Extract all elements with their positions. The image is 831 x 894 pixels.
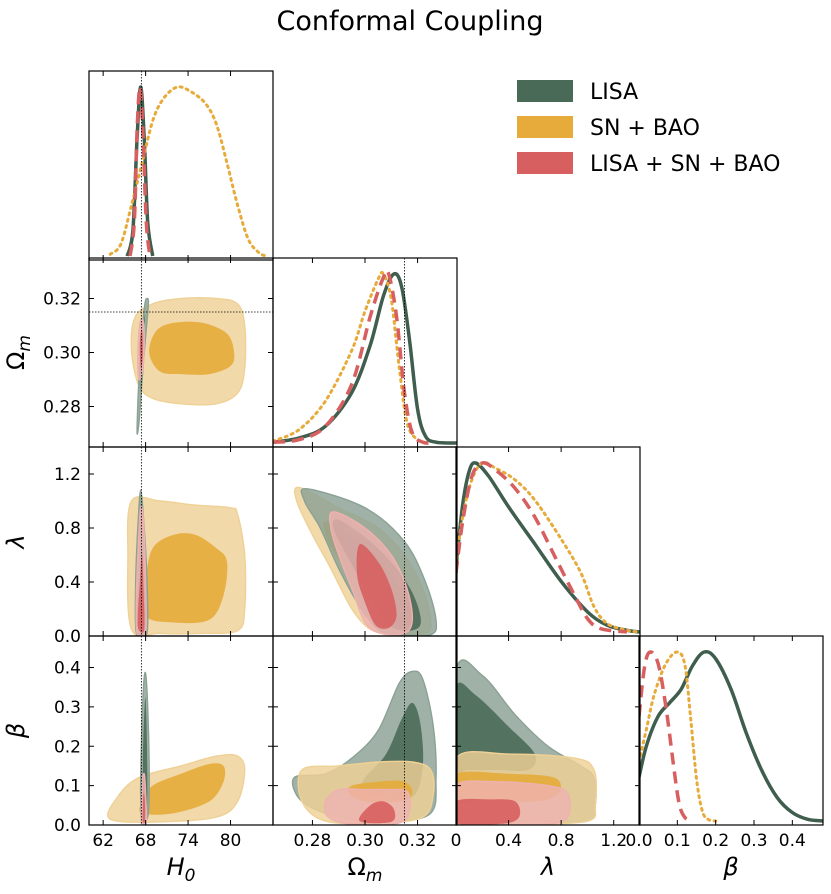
y-axis-label-lam: λ (2, 534, 30, 550)
y-tick-label-Om: 0.32 (43, 290, 81, 310)
legend: LISA SN + BAO LISA + SN + BAO (517, 80, 781, 177)
y-tick-label-lam: 0.8 (54, 519, 81, 539)
y-tick-label-beta: 0.4 (54, 659, 81, 679)
y-axis-label-Om: Ωm (2, 335, 35, 370)
marginal-beta (639, 649, 823, 823)
y-tick-label-beta: 0.0 (54, 816, 81, 836)
legend-swatch (517, 152, 573, 174)
marginal-line-Om-sn-bao (273, 270, 433, 445)
chart-title: Conformal Coupling (277, 6, 544, 37)
marginal-line-lam-sn-bao (456, 461, 640, 634)
contour-inner (143, 533, 228, 624)
y-tick-label-beta: 0.3 (54, 698, 81, 718)
x-tick-label-Om: 0.30 (346, 831, 384, 851)
contour-inner (149, 321, 235, 375)
contour-H0-lam-3 (126, 496, 247, 636)
contour-inner (358, 801, 396, 824)
marginal-line-lam-lisa-sn-bao (456, 461, 628, 634)
y-tick-label-lam: 0.0 (54, 627, 81, 647)
panel-frame-0-0 (88, 70, 274, 261)
contour-H0-beta-6 (107, 753, 246, 823)
x-tick-label-beta: 0.3 (740, 831, 767, 851)
x-tick-label-beta: 0.0 (625, 831, 652, 851)
marginal-H0 (108, 85, 268, 258)
x-axis-label-H0: H0 (167, 853, 196, 886)
contour-inner (456, 798, 521, 825)
marginal-line-H0-lisa-sn-bao (128, 85, 152, 257)
contour-Om-lam-11 (329, 511, 414, 636)
y-tick-label-lam: 0.4 (54, 573, 81, 593)
marginal-line-beta-lisa-sn-bao (639, 650, 694, 823)
y-tick-label-Om: 0.28 (43, 398, 81, 418)
legend-label: SN + BAO (590, 116, 700, 141)
contour-inner (139, 763, 226, 815)
x-tick-label-lam: 0.8 (548, 831, 575, 851)
marginal-line-Om-lisa (273, 272, 457, 445)
marginal-line-Om-lisa-sn-bao (273, 268, 431, 445)
x-tick-label-beta: 0.1 (664, 831, 691, 851)
panel-frame-3-3 (638, 635, 824, 826)
legend-label: LISA (590, 80, 638, 105)
marginal-line-lam-lisa (456, 461, 640, 634)
legend-swatch (517, 116, 573, 138)
panel-frame-1-1 (272, 257, 458, 448)
y-tick-label-lam: 1.2 (54, 465, 81, 485)
x-tick-label-lam: 0.4 (495, 831, 522, 851)
panel-frame-3-2 (455, 635, 641, 826)
x-tick-label-H0: 74 (177, 831, 199, 851)
x-tick-label-H0: 62 (92, 831, 114, 851)
contour-lam-beta-17 (456, 780, 571, 825)
contour-inner (142, 793, 146, 824)
contour-inner (137, 554, 145, 633)
marginal-line-beta-lisa (639, 649, 823, 823)
x-tick-label-H0: 80 (220, 831, 242, 851)
x-tick-label-beta: 0.2 (702, 831, 729, 851)
legend-swatch (517, 80, 573, 102)
y-tick-label-Om: 0.30 (43, 344, 81, 364)
x-axis-label-beta: β (722, 853, 738, 881)
marginal-lam (456, 461, 640, 634)
contour-H0-beta-8 (140, 772, 148, 825)
marginal-Om (273, 268, 457, 445)
contour-Om-beta-14 (323, 788, 411, 825)
contour-H0-Om-0 (130, 297, 247, 406)
legend-label: LISA + SN + BAO (590, 152, 781, 177)
y-tick-label-beta: 0.1 (54, 777, 81, 797)
marginal-line-beta-sn-bao (639, 650, 718, 823)
y-tick-label-beta: 0.2 (54, 737, 81, 757)
x-tick-label-Om: 0.28 (293, 831, 331, 851)
x-tick-label-beta: 0.4 (779, 831, 806, 851)
x-tick-label-lam: 1.2 (600, 831, 627, 851)
x-tick-label-Om: 0.32 (399, 831, 437, 851)
x-axis-label-lam: λ (539, 853, 555, 881)
y-axis-label-beta: β (2, 723, 30, 739)
x-tick-label-lam: 0 (451, 831, 462, 851)
x-axis-label-Om: Ωm (348, 853, 383, 886)
x-tick-label-H0: 68 (135, 831, 157, 851)
contour-inner (456, 682, 537, 774)
contour-inner (356, 543, 397, 629)
contour-inner (139, 330, 143, 369)
